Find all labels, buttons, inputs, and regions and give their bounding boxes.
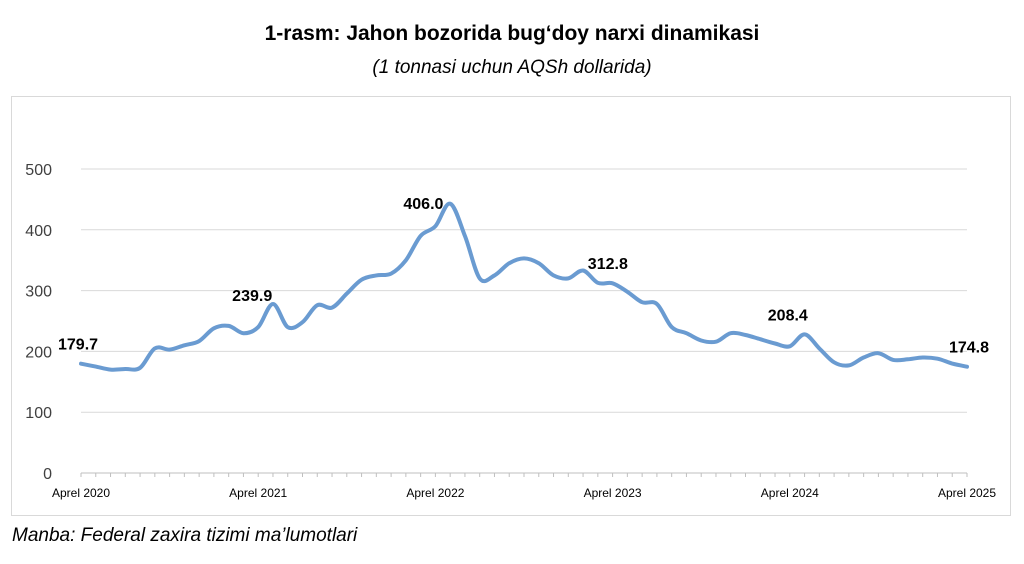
chart-title: 1-rasm: Jahon bozorida bug‘doy narxi din…: [264, 22, 760, 45]
series-line: [79, 201, 969, 372]
x-tick-label: Aprel 2023: [584, 486, 642, 500]
y-tick-label: 0: [43, 466, 52, 483]
y-tick-label: 300: [25, 284, 52, 301]
x-tick-label: Aprel 2025: [938, 486, 996, 500]
x-tick-label: Aprel 2022: [406, 486, 464, 500]
chart-svg: 0 100 200 300 400 500 Aprel 2020 Aprel 2021 Apre…: [25, 162, 996, 500]
chart-frame: 0 100 200 300 400 500 Aprel 2020 Aprel 2021 Apre…: [11, 96, 1011, 516]
data-label: 312.8: [588, 256, 628, 273]
data-label: 179.7: [58, 337, 98, 354]
x-tick-label: Aprel 2020: [52, 486, 110, 500]
y-tick-label: 500: [25, 162, 52, 179]
data-label: 406.0: [403, 196, 443, 213]
y-tick-label: 200: [25, 344, 52, 361]
x-tick-label: Aprel 2021: [229, 486, 287, 500]
x-tick-label: Aprel 2024: [761, 486, 819, 500]
chart-subtitle: (1 tonnasi uchun AQSh dollarida): [372, 57, 652, 78]
data-label: 174.8: [949, 340, 989, 357]
data-label: 208.4: [768, 307, 808, 324]
data-label: 239.9: [232, 288, 272, 305]
y-tick-label: 400: [25, 223, 52, 240]
source-note: Manba: Federal zaxira tizimi ma’lumotlar…: [12, 525, 358, 546]
y-tick-label: 100: [25, 405, 52, 422]
